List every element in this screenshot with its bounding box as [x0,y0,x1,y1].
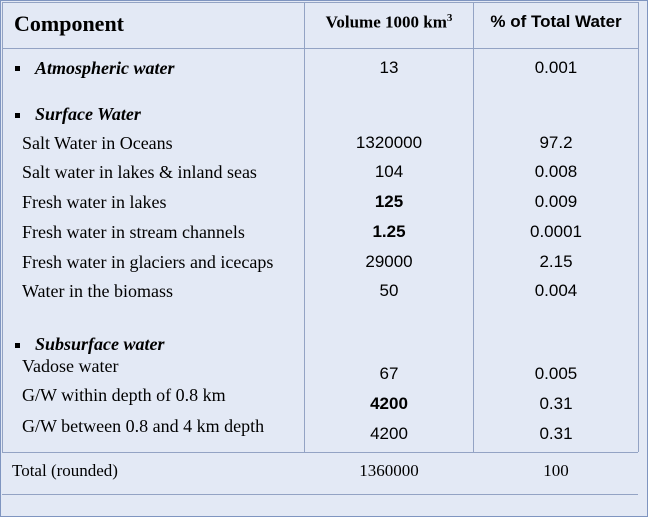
row-label: Fresh water in lakes [22,192,167,212]
row-label: G/W within depth of 0.8 km [22,385,226,405]
row-volume: 4200 [370,394,408,413]
bullet-icon [15,343,20,348]
row-volume: 67 [379,364,399,383]
column-divider-2 [473,2,474,452]
row-volume: 1.25 [372,222,406,241]
row-volume: 125 [374,192,404,211]
section-surface: Surface Water [35,104,141,124]
bullet-icon [15,66,20,71]
atmospheric-percent: 0.001 [534,58,578,77]
header-volume: Volume 1000 km3 [306,12,472,33]
row-label: Salt water in lakes & inland seas [22,162,257,182]
row-label: Fresh water in glaciers and icecaps [22,252,274,272]
row-volume: 4200 [370,424,408,443]
row-label: Vadose water [22,356,119,376]
row-volume: 1320000 [355,133,423,152]
row-label: Fresh water in stream channels [22,222,245,242]
row-volume: 104 [374,162,404,181]
row-label: Water in the biomass [22,281,174,301]
section-subsurface: Subsurface water [35,334,165,354]
row-percent: 0.0001 [530,222,582,241]
atmospheric-volume: 13 [379,58,399,77]
row-percent: 0.008 [534,162,578,181]
table-border-left [2,2,3,452]
header-divider [2,48,638,49]
row-volume: 50 [379,281,399,300]
row-percent: 97.2 [539,133,573,152]
header-percent: % of Total Water [490,12,622,31]
row-label: G/W between 0.8 and 4 km depth [22,416,265,436]
table-border-top [2,2,638,3]
table-border-bottom [2,494,638,495]
row-percent: 0.005 [534,364,578,383]
section-atmospheric: Atmospheric water [35,58,175,78]
row-percent: 0.004 [534,281,578,300]
row-percent: 0.31 [539,394,573,413]
total-percent: 100 [543,461,569,480]
table-border-right [638,2,639,452]
row-percent: 0.009 [534,192,578,211]
bullet-icon [15,113,20,118]
column-divider-1 [304,2,305,452]
header-component: Component [14,11,125,36]
header-volume-text: Volume 1000 km [325,12,447,32]
total-volume: 1360000 [359,461,419,480]
row-percent: 0.31 [539,424,573,443]
total-label: Total (rounded) [12,461,118,480]
row-percent: 2.15 [539,252,573,271]
header-volume-sup: 3 [446,12,453,24]
row-label: Salt Water in Oceans [22,133,173,153]
row-volume: 29000 [365,252,413,271]
total-divider [2,452,638,453]
